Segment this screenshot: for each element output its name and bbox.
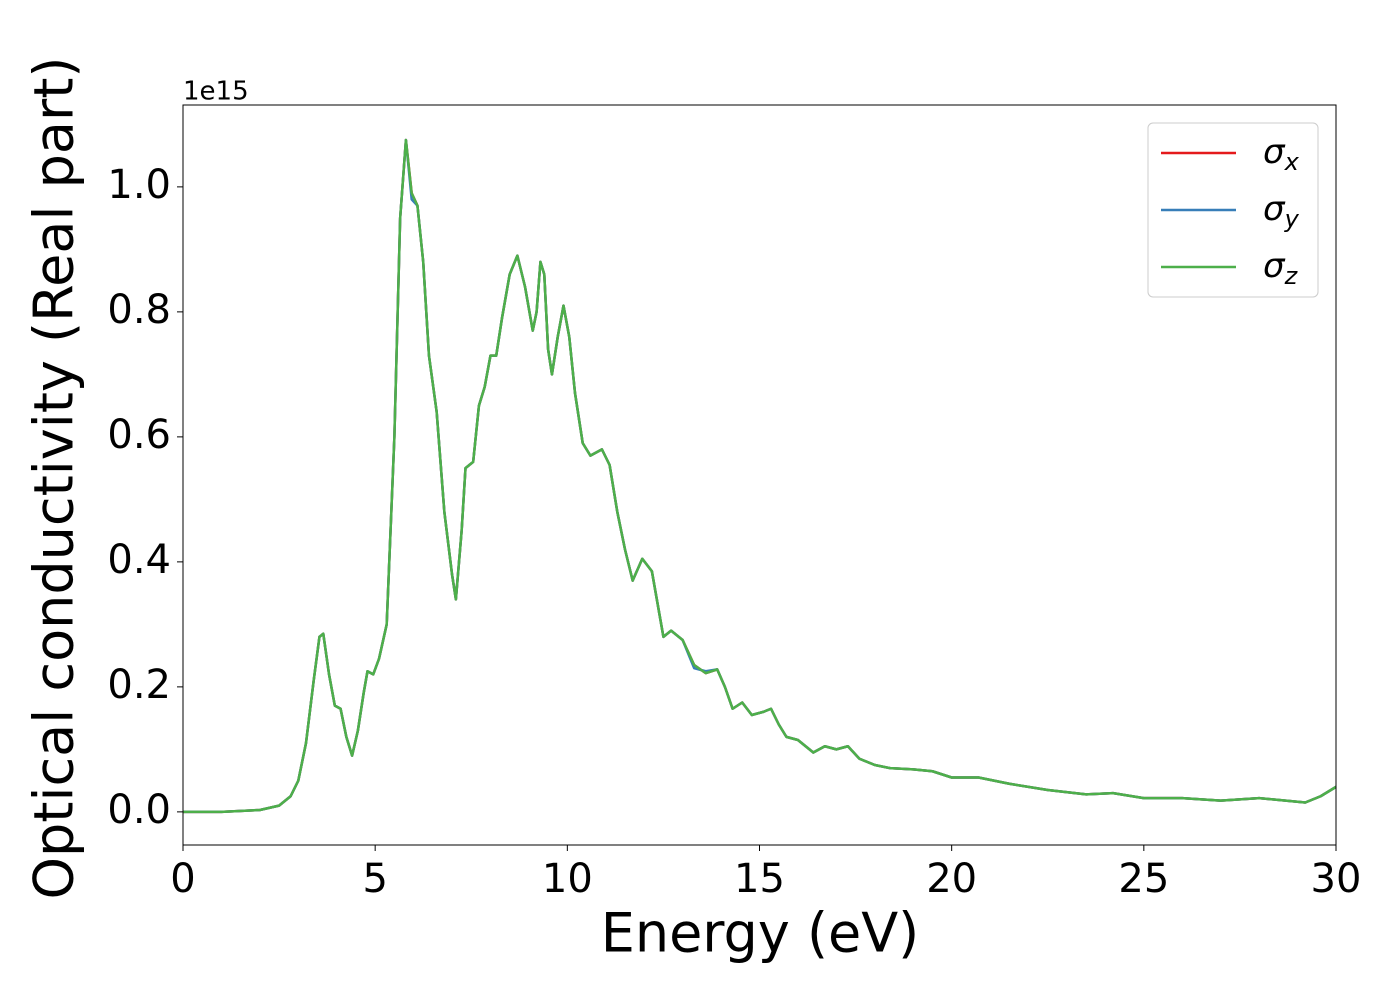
- data-line: [183, 138, 1337, 814]
- x-tick-label: 15: [734, 856, 785, 902]
- y-tick-label: 0.6: [107, 412, 171, 458]
- y-tick-label: 1.0: [107, 162, 171, 208]
- legend-label: σx: [1263, 132, 1300, 177]
- x-tick-label: 25: [1118, 856, 1169, 902]
- x-tick-label: 0: [170, 856, 195, 902]
- y-tick-label: 0.2: [107, 662, 171, 708]
- x-tick-label: 10: [542, 856, 593, 902]
- x-tick-label: 5: [362, 856, 387, 902]
- x-tick-label: 20: [926, 856, 977, 902]
- y-tick-label: 0.0: [107, 787, 171, 833]
- x-tick-label: 30: [1311, 856, 1362, 902]
- y-tick-label: 0.8: [107, 287, 171, 333]
- x-axis-label: Energy (eV): [601, 902, 920, 965]
- y-axis-label: Optical conductivity (Real part): [23, 57, 86, 900]
- y-tick-label: 0.4: [107, 537, 171, 583]
- legend-label: σy: [1263, 189, 1300, 234]
- legend-label: σz: [1263, 246, 1299, 291]
- offset-label: 1e15: [183, 77, 249, 107]
